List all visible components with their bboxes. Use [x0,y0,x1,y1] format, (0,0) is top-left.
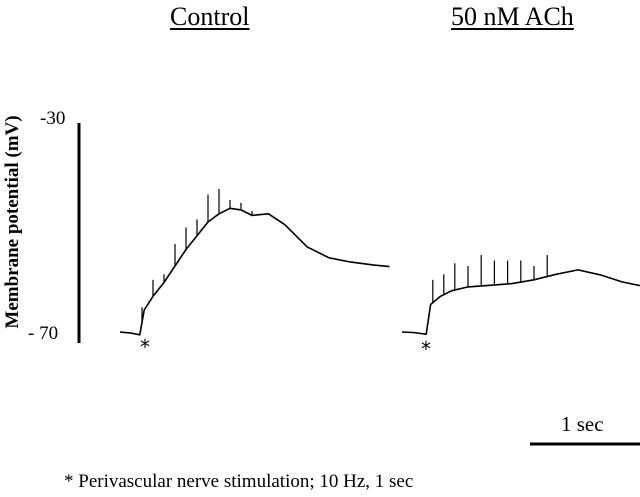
panel-title-ach: 50 nM ACh [451,2,574,31]
panel-title-control: Control [170,2,250,31]
stimulus-marker-ach: * [421,337,431,361]
footnote: * Perivascular nerve stimulation; 10 Hz,… [64,471,414,492]
traces-group [119,189,640,336]
stimulus-marker-control: * [140,335,150,359]
trace-line-ach [401,269,640,336]
trace-line-control [119,207,390,336]
y-tick-label-bottom: - 70 [28,323,59,344]
y-tick-label-top: -30 [40,108,66,129]
scale-bar-label: 1 sec [561,412,604,436]
